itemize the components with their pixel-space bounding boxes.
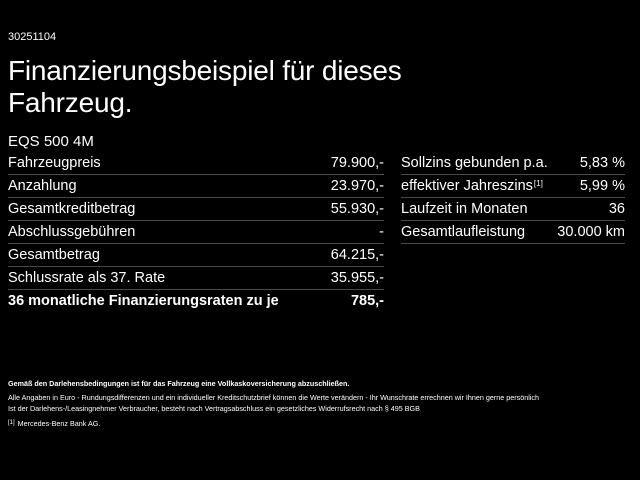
row-label: Gesamtbetrag [8, 247, 100, 263]
row-label: Anzahlung [8, 178, 77, 194]
financing-table-right: Sollzins gebunden p.a. 5,83 % effektiver… [401, 152, 625, 244]
footnote: [1] Mercedes-Benz Bank AG. [8, 418, 628, 429]
row-label: 36 monatliche Finanzierungsraten zu je [8, 293, 279, 309]
table-row-closing-fees: Abschlussgebühren - [8, 221, 384, 244]
row-value: 785,- [350, 293, 384, 309]
row-value: - [379, 224, 384, 240]
footnote-marker: [1] [8, 420, 15, 426]
table-row-term-months: Laufzeit in Monaten 36 [401, 198, 625, 221]
row-label: effektiver Jahreszins[1] [401, 178, 543, 194]
row-label: Fahrzeugpreis [8, 155, 101, 171]
table-row-nominal-rate: Sollzins gebunden p.a. 5,83 % [401, 152, 625, 175]
footnote-text: Mercedes-Benz Bank AG. [17, 419, 101, 428]
row-value: 5,83 % [579, 155, 625, 171]
row-value: 30.000 km [557, 224, 625, 240]
row-value: 5,99 % [579, 178, 625, 194]
row-value: 79.900,- [330, 155, 384, 171]
row-value: 64.215,- [330, 247, 384, 263]
row-label: Gesamtkreditbetrag [8, 201, 136, 217]
row-label: Laufzeit in Monaten [401, 201, 528, 217]
table-row-total-amount: Gesamtbetrag 64.215,- [8, 244, 384, 267]
row-value: 23.970,- [330, 178, 384, 194]
reference-number: 30251104 [8, 31, 57, 43]
row-value: 55.930,- [330, 201, 384, 217]
table-row-total-mileage: Gesamtlaufleistung 30.000 km [401, 221, 625, 244]
row-value: 35.955,- [330, 270, 384, 286]
disclaimer-line-2: Ist der Darlehens-/Leasingnehmer Verbrau… [8, 404, 420, 413]
table-row-effective-rate: effektiver Jahreszins[1] 5,99 % [401, 175, 625, 198]
table-row-final-installment: Schlussrate als 37. Rate 35.955,- [8, 267, 384, 290]
row-label: Abschlussgebühren [8, 224, 136, 240]
disclaimer-line-1: Alle Angaben in Euro - Rundungsdifferenz… [8, 393, 539, 402]
insurance-note: Gemäß den Darlehensbedingungen ist für d… [8, 379, 350, 388]
legal-notes: Gemäß den Darlehensbedingungen ist für d… [8, 378, 628, 429]
row-label-text: effektiver Jahreszins [401, 178, 533, 194]
table-row-vehicle-price: Fahrzeugpreis 79.900,- [8, 152, 384, 175]
row-value: 36 [608, 201, 625, 217]
financing-table-left: Fahrzeugpreis 79.900,- Anzahlung 23.970,… [8, 152, 384, 312]
table-row-total-credit: Gesamtkreditbetrag 55.930,- [8, 198, 384, 221]
footnote-marker: [1] [533, 179, 543, 188]
row-label: Schlussrate als 37. Rate [8, 270, 166, 286]
page-title: Finanzierungsbeispiel für dieses Fahrzeu… [8, 55, 402, 118]
vehicle-model: EQS 500 4M [8, 133, 94, 150]
row-label: Sollzins gebunden p.a. [401, 155, 548, 171]
table-row-monthly-rate: 36 monatliche Finanzierungsraten zu je 7… [8, 290, 384, 312]
table-row-down-payment: Anzahlung 23.970,- [8, 175, 384, 198]
row-label: Gesamtlaufleistung [401, 224, 526, 240]
